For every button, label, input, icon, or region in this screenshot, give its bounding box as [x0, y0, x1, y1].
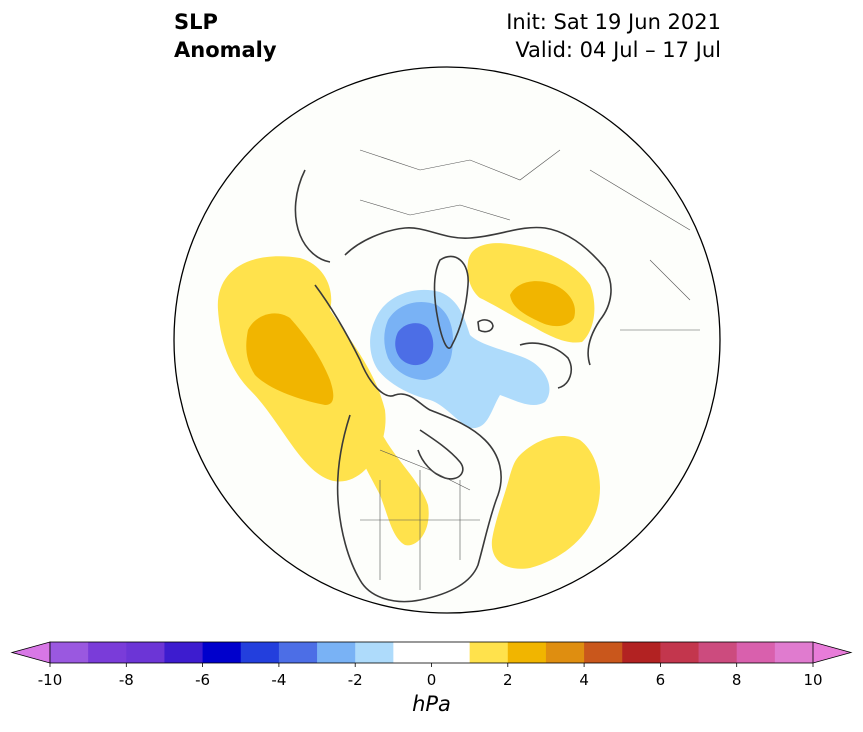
- init-date: Init: Sat 19 Jun 2021: [506, 10, 721, 34]
- colorbar-bin: [355, 642, 394, 663]
- colorbar-extend-high: [812, 641, 853, 664]
- colorbar-bin: [393, 642, 471, 663]
- coast-north-america: [314, 284, 502, 603]
- colorbar-bin: [202, 642, 242, 663]
- chart-title: SLP Anomaly: [174, 8, 277, 64]
- borders: [359, 149, 700, 590]
- anomaly-barents-high-inner: [510, 281, 576, 327]
- border-lines: [359, 149, 700, 590]
- colorbar-bin: [507, 642, 547, 663]
- coast-asia-east: [294, 169, 331, 263]
- colorbar-bin: [660, 642, 700, 663]
- colorbar-bin: [584, 642, 623, 663]
- colorbar-tick-label: -4: [271, 671, 286, 689]
- colorbar: -10 -8 -6 -4 -2 0 2 4 6 8 10: [10, 641, 853, 689]
- colorbar-bin: [126, 642, 165, 663]
- colorbar-bin: [698, 642, 738, 663]
- colorbar-tick-label: -6: [195, 671, 210, 689]
- colorbar-tick-label: 8: [732, 671, 742, 689]
- colorbar-bin: [622, 642, 661, 663]
- anomaly-arctic-low-inner: [395, 323, 434, 366]
- anomaly-north-pacific-high-inner: [246, 313, 334, 405]
- colorbar-extend-low: [10, 641, 51, 664]
- anomaly-west-coast-high: [351, 399, 429, 546]
- colorbar-tick-label: -10: [38, 671, 63, 689]
- colorbar-bin: [545, 642, 585, 663]
- colorbar-tick-label: 2: [503, 671, 513, 689]
- coast-hudson-bay: [417, 429, 464, 480]
- valid-date: Valid: 04 Jul – 17 Jul: [515, 38, 721, 62]
- colorbar-bin: [774, 642, 814, 663]
- polar-map: [173, 66, 721, 614]
- coastlines: [294, 169, 612, 603]
- coast-eurasia: [344, 226, 612, 366]
- colorbar-tick-label: 4: [579, 671, 589, 689]
- colorbar-bin: [278, 642, 318, 663]
- colorbar-tick-label: 0: [427, 671, 437, 689]
- anomaly-nw-atlantic-high: [491, 435, 600, 569]
- colorbar-tick-label: -2: [348, 671, 363, 689]
- colorbar-bin: [50, 642, 89, 663]
- title-variable-line2: Anomaly: [174, 38, 277, 62]
- coast-greenland: [433, 255, 469, 349]
- colorbar-bin: [88, 642, 127, 663]
- colorbar-bin: [469, 642, 509, 663]
- colorbar-bin: [736, 642, 776, 663]
- globe-outline: [173, 66, 721, 614]
- coast-scandinavia: [519, 342, 572, 389]
- colorbar-bin: [317, 642, 356, 663]
- anomaly-fields: [217, 243, 600, 569]
- colorbar-tick-label: -8: [119, 671, 134, 689]
- coast-iceland: [477, 319, 494, 333]
- colorbar-tick-label: 10: [803, 671, 822, 689]
- title-variable-line1: SLP: [174, 10, 218, 34]
- forecast-dates: Init: Sat 19 Jun 2021 Valid: 04 Jul – 17…: [506, 8, 721, 64]
- colorbar-bin: [164, 642, 204, 663]
- colorbar-unit-label: hPa: [412, 692, 451, 716]
- colorbar-tick-label: 6: [656, 671, 666, 689]
- colorbar-bin: [240, 642, 280, 663]
